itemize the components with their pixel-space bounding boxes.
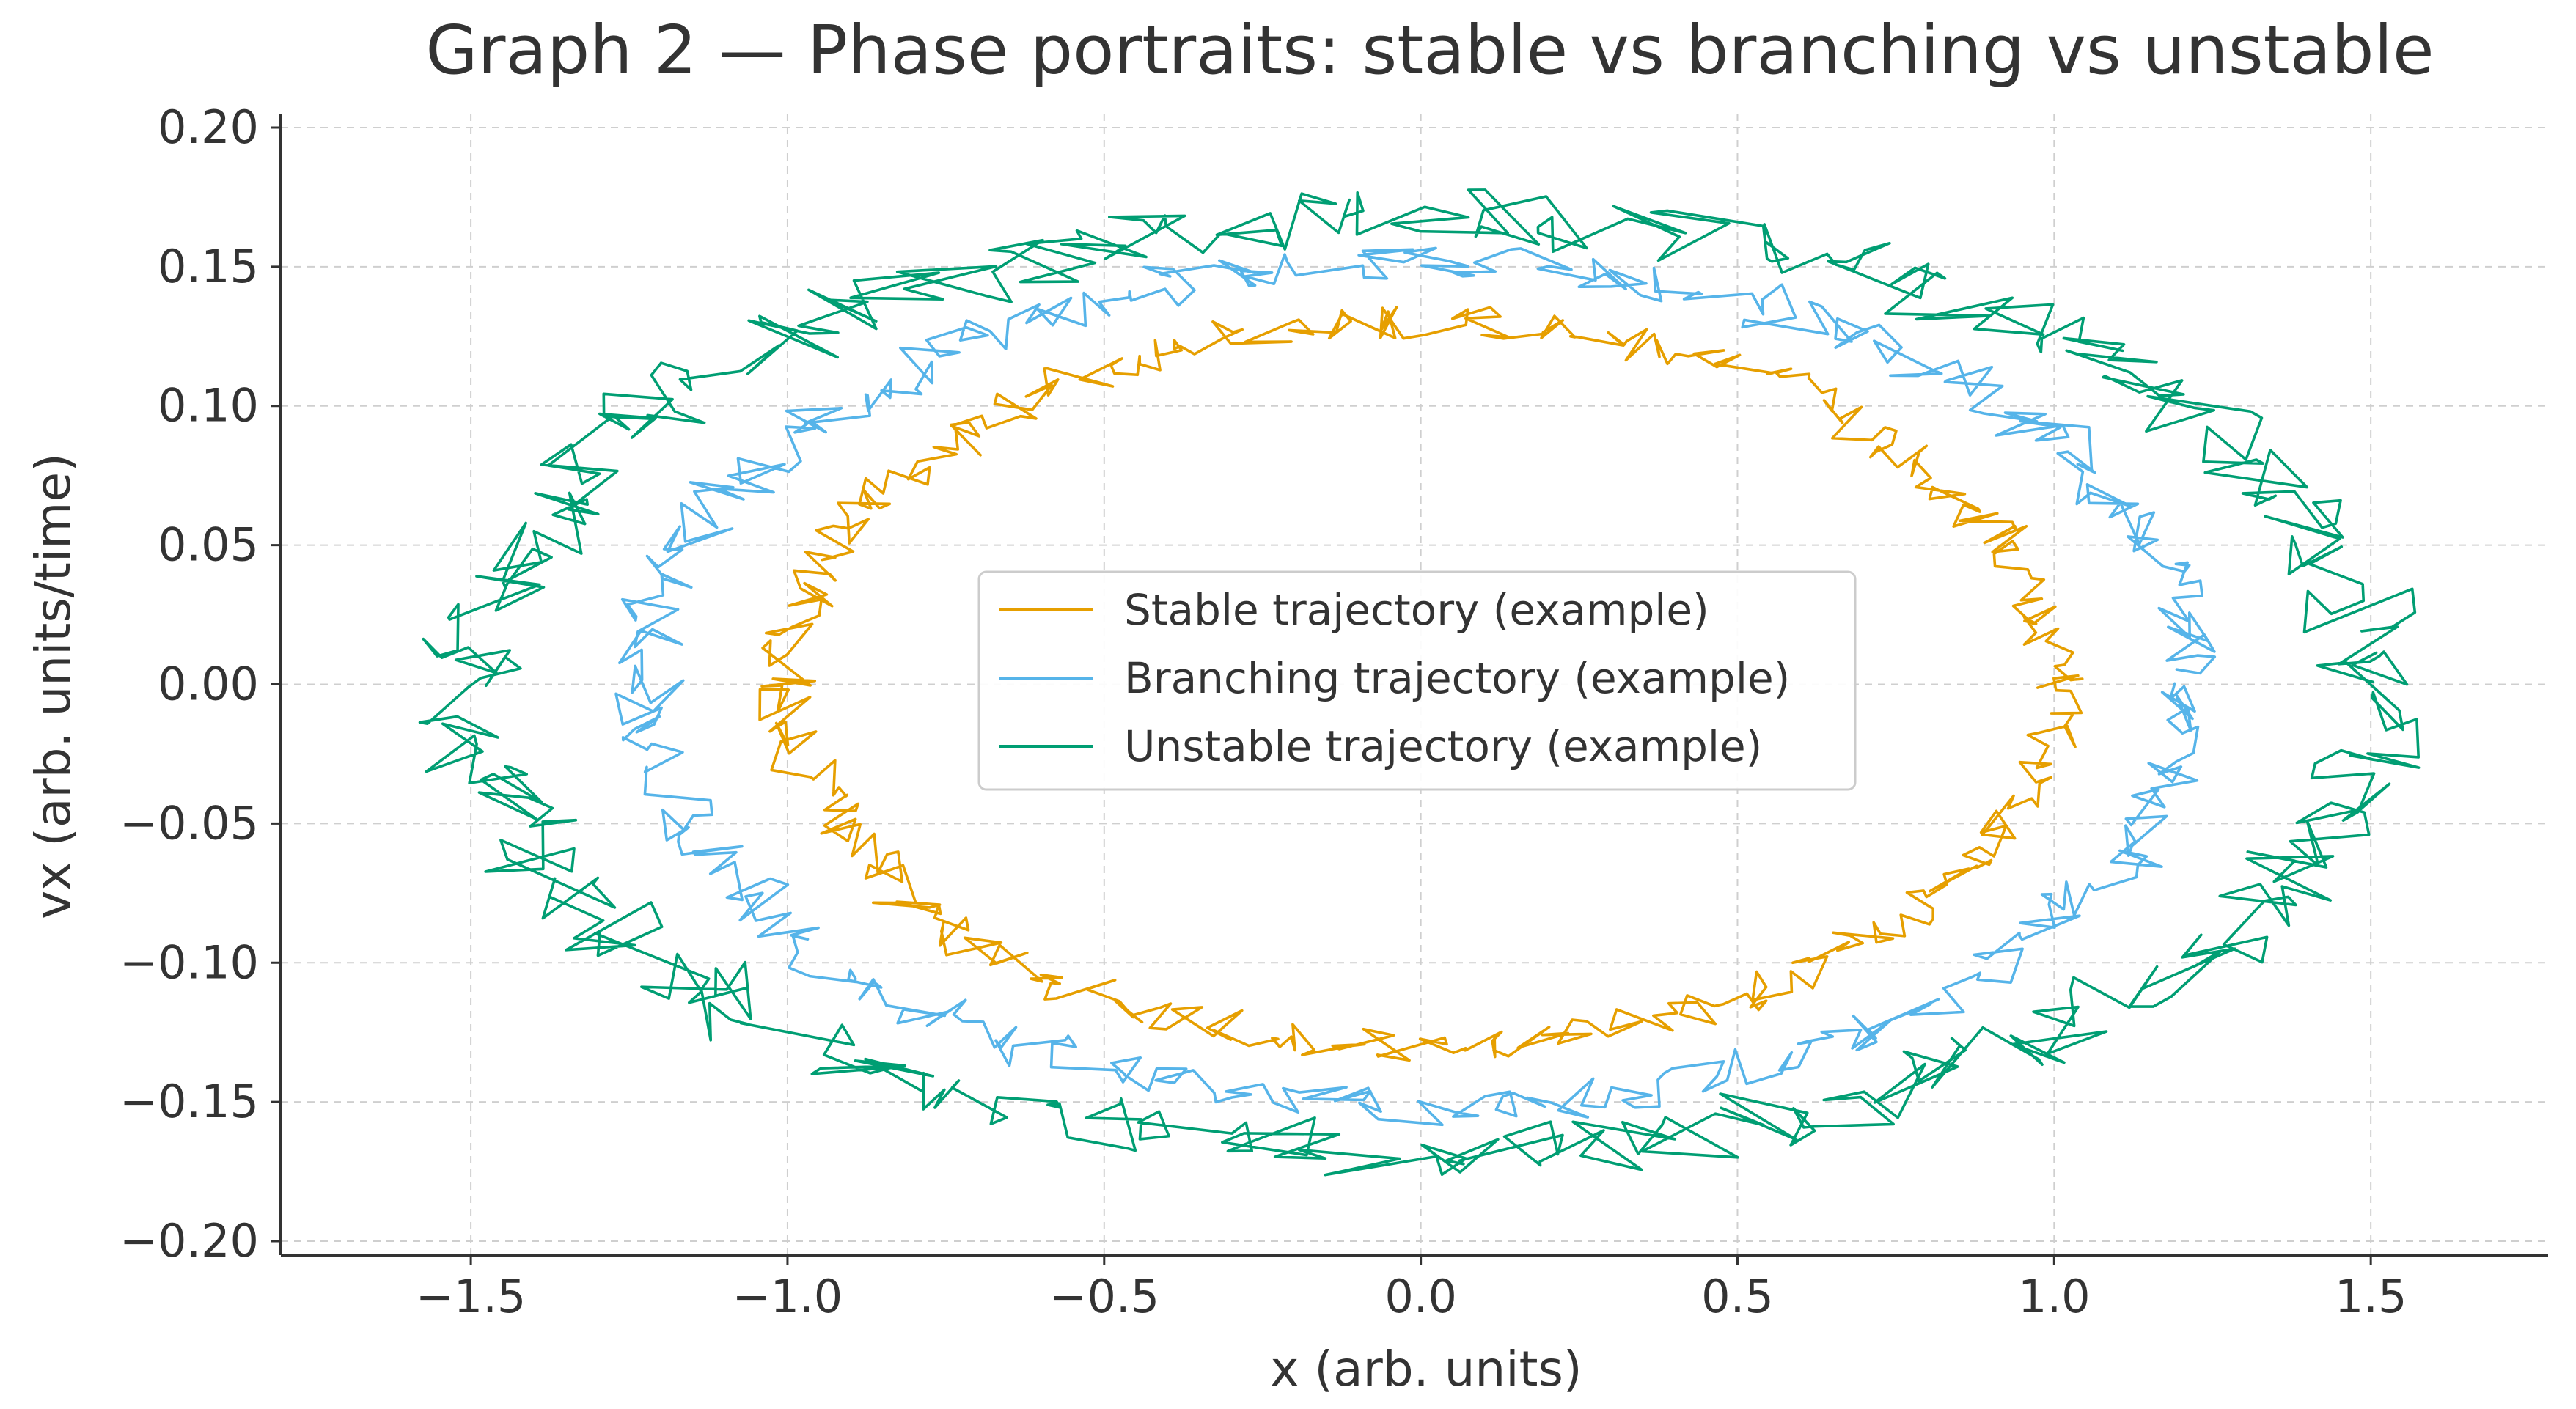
x-tick-label: 0.5 xyxy=(1701,1270,1774,1323)
y-axis-ticks: 0.20 0.15 0.10 0.05 0.00 −0.05 −0.10 −0.15 −0.20 xyxy=(120,100,281,1268)
x-axis-label: x (arb. units) xyxy=(1270,1341,1582,1397)
series-lines xyxy=(418,188,2421,1177)
y-tick-label: −0.10 xyxy=(120,935,259,989)
y-axis-label: vx (arb. units/time) xyxy=(25,453,81,919)
legend-label-branching: Branching trajectory (example) xyxy=(1124,653,1790,703)
x-tick-label: −1.5 xyxy=(416,1270,526,1323)
y-tick-label: −0.05 xyxy=(120,796,259,850)
legend-box xyxy=(977,570,1857,791)
x-tick-label: −1.0 xyxy=(733,1270,843,1323)
chart-title: Graph 2 — Phase portraits: stable vs bra… xyxy=(425,11,2434,89)
legend-label-stable: Stable trajectory (example) xyxy=(1124,585,1709,635)
series-line-0 xyxy=(758,306,2084,1062)
x-tick-label: 1.0 xyxy=(2018,1270,2091,1323)
x-tick-label: 0.0 xyxy=(1384,1270,1457,1323)
x-axis-ticks: −1.5 −1.0 −0.5 0.0 0.5 1.0 1.5 xyxy=(416,1255,2407,1323)
legend: Stable trajectory (example) Branching tr… xyxy=(977,570,1857,791)
x-tick-label: −0.5 xyxy=(1049,1270,1160,1323)
y-tick-label: −0.20 xyxy=(120,1214,259,1268)
y-tick-label: 0.10 xyxy=(158,379,259,433)
y-tick-label: 0.05 xyxy=(158,518,259,572)
y-tick-label: 0.20 xyxy=(158,100,259,154)
y-tick-label: 0.00 xyxy=(158,658,259,711)
y-tick-label: 0.15 xyxy=(158,240,259,293)
series-line-2 xyxy=(418,188,2421,1177)
series-line-1 xyxy=(614,246,2217,1127)
x-tick-label: 1.5 xyxy=(2335,1270,2407,1323)
y-tick-label: −0.15 xyxy=(120,1075,259,1128)
legend-label-unstable: Unstable trajectory (example) xyxy=(1124,721,1762,771)
